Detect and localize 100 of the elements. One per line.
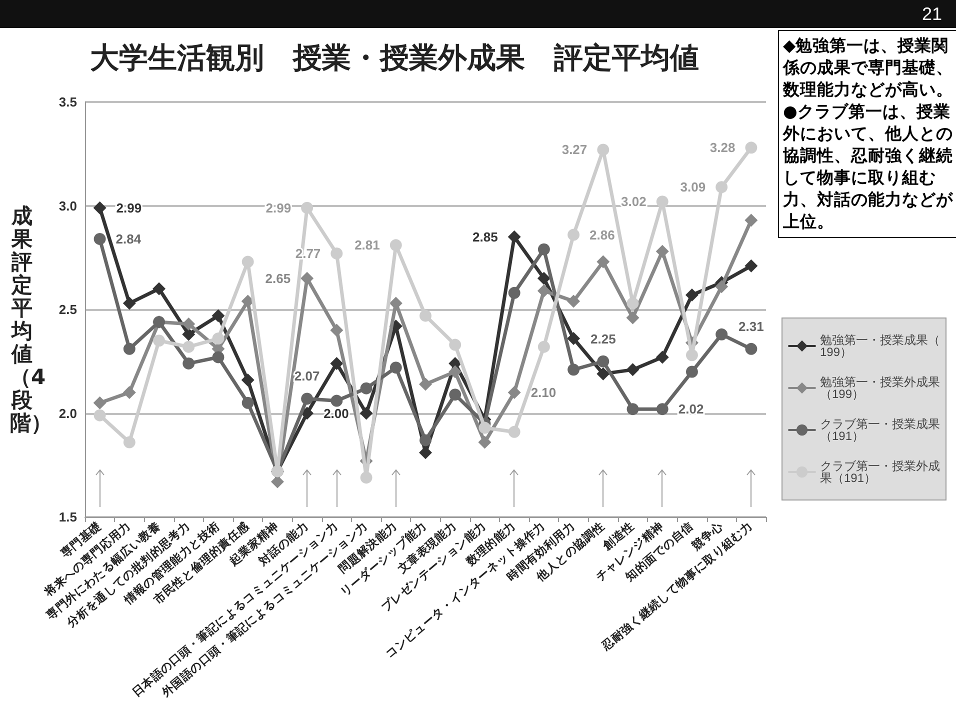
point: [182, 328, 196, 341]
point: [390, 239, 402, 252]
point: [567, 332, 580, 346]
chart-title: 大学生活観別 授業・授業外成果 評定平均値: [90, 40, 699, 74]
legend-label: 勉強第一・授業外成果（199）: [820, 375, 940, 401]
point: [656, 403, 668, 416]
point: [478, 436, 492, 449]
data-label: 2.00: [324, 406, 349, 421]
text: ◆勉強第一は、授業関係の成果で専門基礎、数理能力などが高い。●クラブ第一は、授業外において、他人との協調性、忍耐強く継続して物事に取り組む力、対話の能力などが上位。: [783, 36, 953, 231]
point: [212, 332, 224, 345]
point: [123, 342, 136, 355]
point: [537, 272, 550, 285]
data-label: 3.09: [680, 180, 706, 195]
point: [182, 357, 195, 370]
point: [330, 394, 343, 407]
data-label: 2.25: [590, 331, 616, 346]
data-label: 3.27: [562, 142, 588, 158]
data-label: 3.02: [621, 194, 646, 210]
data-label: 2.31: [738, 318, 764, 334]
point: [626, 363, 640, 376]
point: [538, 243, 550, 256]
point: [212, 351, 224, 364]
point: [182, 340, 195, 353]
point: [242, 396, 254, 409]
point: [123, 436, 136, 448]
point: [448, 365, 462, 378]
point: [212, 309, 225, 322]
data-label: 2.77: [295, 246, 321, 261]
point: [626, 297, 639, 310]
point: [508, 426, 520, 438]
data-label: 2.99: [116, 200, 142, 216]
text: 21: [922, 4, 942, 25]
point: [330, 324, 344, 337]
point: [686, 366, 698, 378]
point: [360, 382, 372, 394]
point: [360, 406, 373, 420]
point: [122, 296, 136, 310]
legend-label: 勉強第一・授業成果（199）: [820, 333, 940, 359]
y-tick-label: 3.5: [58, 94, 77, 110]
data-label: 2.84: [116, 231, 142, 246]
point: [93, 396, 106, 410]
point: [626, 311, 640, 324]
point: [449, 388, 462, 401]
point: [419, 378, 432, 391]
data-label: 2.07: [294, 368, 320, 384]
point: [94, 232, 106, 245]
data-label: 3.28: [710, 140, 736, 156]
point: [508, 230, 521, 244]
point: [300, 406, 314, 420]
point: [568, 364, 580, 376]
point: [420, 434, 432, 446]
point: [241, 374, 254, 387]
point: [537, 284, 550, 298]
point: [420, 310, 432, 322]
point: [596, 255, 610, 268]
point: [300, 272, 314, 285]
data-label: 2.86: [590, 227, 615, 242]
point: [686, 349, 698, 362]
point: [360, 472, 372, 484]
legend-label: クラブ第一・授業成果（191）: [820, 417, 940, 443]
point: [597, 355, 610, 368]
data-label: 2.65: [265, 270, 291, 286]
y-tick-label: 3.0: [58, 198, 77, 214]
point: [122, 386, 136, 399]
y-tick-label: 1.5: [58, 510, 77, 524]
legend-label: クラブ第一・授業外成果（191）: [820, 459, 940, 485]
point: [508, 386, 521, 399]
point: [242, 256, 254, 268]
point: [182, 318, 196, 331]
point: [508, 286, 520, 299]
point: [716, 328, 728, 340]
y-tick-label: 2.0: [58, 406, 77, 421]
point: [152, 282, 166, 296]
point: [626, 403, 639, 416]
point: [596, 367, 610, 380]
point: [390, 362, 402, 374]
data-label: 2.85: [472, 229, 498, 244]
point: [597, 144, 610, 156]
point: [94, 409, 106, 422]
point: [449, 338, 462, 351]
point: [478, 422, 491, 434]
point: [716, 181, 728, 194]
data-label: 2.81: [354, 238, 380, 253]
point: [685, 288, 698, 302]
point: [745, 142, 758, 154]
point: [656, 196, 668, 208]
point: [715, 280, 728, 294]
y-tick-label: 2.5: [58, 302, 77, 317]
point: [745, 342, 758, 355]
data-label: 2.10: [530, 385, 556, 400]
point: [330, 356, 344, 370]
point: [301, 202, 314, 214]
point: [567, 294, 580, 308]
point: [93, 201, 106, 214]
point: [744, 259, 758, 272]
data-label: 2.02: [678, 402, 704, 417]
point: [656, 244, 669, 258]
point: [330, 247, 343, 260]
point: [301, 392, 314, 405]
point: [656, 350, 669, 364]
